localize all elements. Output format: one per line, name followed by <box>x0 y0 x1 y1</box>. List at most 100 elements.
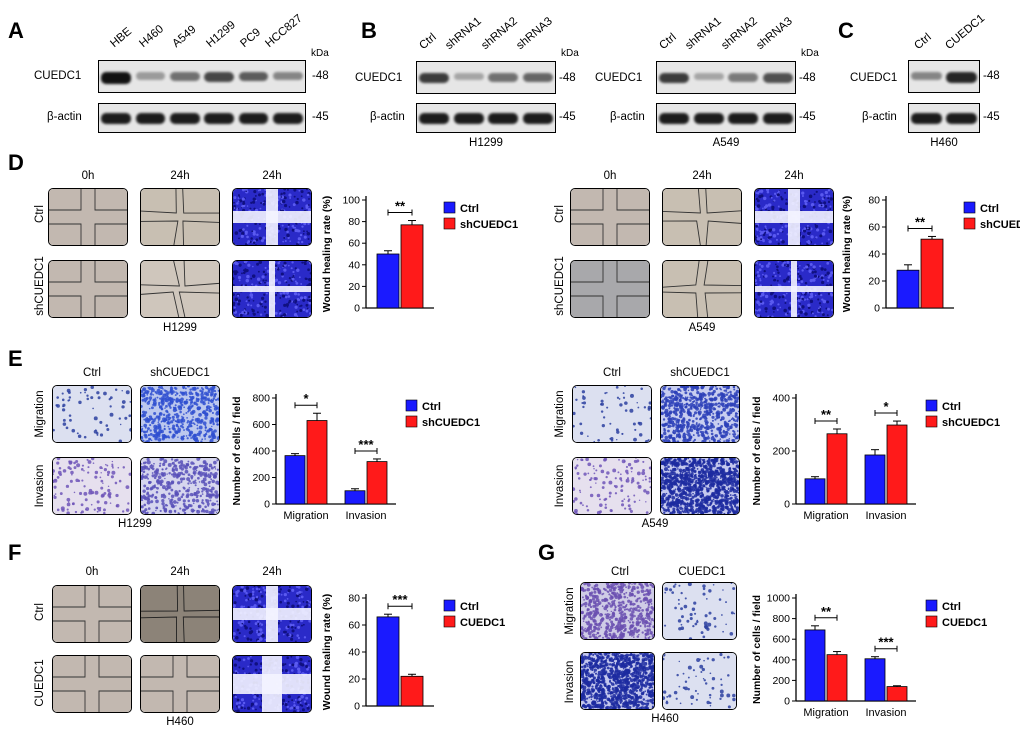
bar <box>826 654 848 702</box>
y-tick-label: 1000 <box>767 593 791 605</box>
lane-label: PC9 <box>238 26 264 50</box>
micrograph-stained <box>754 260 834 318</box>
bar <box>400 224 424 309</box>
legend-swatch <box>443 201 456 214</box>
column-label: 24h <box>170 170 190 182</box>
micrograph-texture <box>233 189 311 245</box>
micrograph-invasion <box>52 457 132 515</box>
kda-marker: -48 <box>983 70 1000 82</box>
micrograph-texture <box>53 458 131 514</box>
blot-cuedc1-a549 <box>656 61 796 94</box>
panel-label-a: A <box>8 18 24 43</box>
row-label-cuedc1: CUEDC1 <box>34 70 82 82</box>
x-tick-label: Invasion <box>866 510 907 522</box>
micrograph-migration <box>52 385 132 443</box>
column-label: 0h <box>85 566 99 578</box>
blot-band <box>762 113 793 124</box>
kda-marker: -45 <box>559 111 576 123</box>
micrograph-scratch <box>52 655 132 713</box>
micrograph-scratch <box>140 585 220 643</box>
legend-label: shCUEDC1 <box>942 417 1000 429</box>
legend-swatch <box>963 217 976 230</box>
micrograph-stained <box>232 188 312 246</box>
legend-label: Ctrl <box>980 203 999 215</box>
blot-cuedc1 <box>98 60 306 93</box>
lane-label: Ctrl <box>657 31 679 52</box>
chart-transwell-h1299: 0 200 400 600 800 Number of cells / field * Mig… <box>231 391 480 522</box>
blot-band <box>170 113 200 124</box>
legend-swatch <box>443 599 456 612</box>
y-tick-label: 60 <box>348 620 360 632</box>
y-tick-label: 0 <box>784 499 790 511</box>
row-label: Migration <box>554 390 566 438</box>
blot-band <box>946 113 977 124</box>
blot-band <box>659 72 690 84</box>
significance-marker: *** <box>878 635 894 650</box>
column-label: 24h <box>170 566 190 578</box>
row-label: Ctrl <box>34 603 46 621</box>
blot-band <box>273 113 303 124</box>
row-label-cuedc1: CUEDC1 <box>355 72 403 84</box>
panel-label-c: C <box>838 18 854 43</box>
y-axis-label: Wound healing rate (%) <box>841 196 853 312</box>
micrograph-texture <box>573 458 651 514</box>
blot-band <box>659 113 690 124</box>
micrograph-migration <box>660 385 740 443</box>
row-label: Migration <box>564 587 576 635</box>
blot-band <box>693 72 724 81</box>
significance-marker: ** <box>915 214 926 229</box>
legend-swatch <box>925 615 938 628</box>
blot-band <box>453 72 484 81</box>
blot-band <box>204 113 234 124</box>
micrograph-texture <box>663 583 736 639</box>
y-tick-label: 600 <box>252 419 270 431</box>
y-tick-label: 20 <box>868 276 880 288</box>
blot-band <box>911 71 942 81</box>
y-axis-label: Wound healing rate (%) <box>321 594 333 710</box>
legend-swatch <box>405 415 418 428</box>
y-tick-label: 400 <box>772 654 790 666</box>
blot-band <box>522 113 553 124</box>
y-tick-label: 80 <box>348 593 360 605</box>
blot-band <box>101 113 131 124</box>
blot-band <box>135 113 166 124</box>
lane-label: shRNA1 <box>443 15 484 52</box>
micrograph-invasion <box>662 652 737 710</box>
micrograph-migration <box>572 385 652 443</box>
cell-line-label: A549 <box>641 518 669 530</box>
blot-band <box>204 71 234 82</box>
blot-band <box>728 113 759 124</box>
chart-wound-h460: 0 20 40 60 80 Wound healing rate (%) *** Ctrl CU… <box>321 592 505 712</box>
bar <box>376 253 400 309</box>
y-tick-label: 0 <box>354 303 360 315</box>
micrograph-scratch <box>570 188 650 246</box>
row-label-beta-actin: β-actin <box>47 111 82 123</box>
lane-label: shRNA3 <box>514 15 555 52</box>
micrograph-texture <box>141 386 219 442</box>
micrograph-texture <box>571 189 649 245</box>
micrograph-invasion <box>572 457 652 515</box>
blot-band <box>522 72 553 83</box>
lane-label: Ctrl <box>912 31 934 52</box>
micrograph-texture <box>663 189 741 245</box>
lane-label: shRNA1 <box>683 15 724 52</box>
y-tick-label: 40 <box>348 647 360 659</box>
cell-line-label: H1299 <box>118 518 152 530</box>
row-label: Invasion <box>554 464 566 508</box>
cell-line-label: H1299 <box>163 322 197 334</box>
panel-label-f: F <box>8 540 22 565</box>
row-label-beta-actin: β-actin <box>370 111 405 123</box>
significance-marker: ** <box>821 604 832 619</box>
legend-label: Ctrl <box>422 401 441 413</box>
micrograph-texture <box>663 653 736 709</box>
kda-label: kDa <box>801 48 819 59</box>
y-tick-label: 800 <box>252 393 270 405</box>
y-tick-label: 80 <box>348 216 360 228</box>
bar <box>344 490 366 505</box>
row-label: shCUEDC1 <box>554 256 566 316</box>
kda-marker: -48 <box>559 72 576 84</box>
micrograph-texture <box>755 189 833 245</box>
cell-line-label: A549 <box>688 322 716 334</box>
lane-label: H1299 <box>204 19 238 50</box>
micrograph-scratch <box>48 188 128 246</box>
